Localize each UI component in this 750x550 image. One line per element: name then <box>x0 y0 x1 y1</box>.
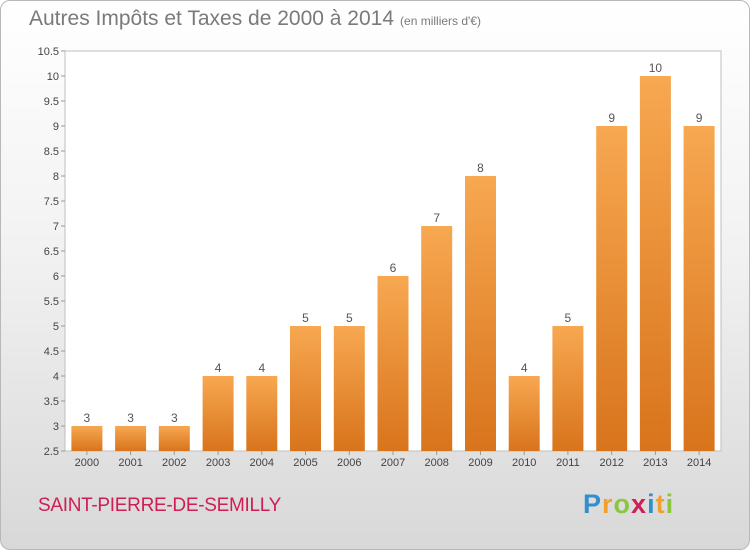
bar-2013 <box>639 76 671 451</box>
y-tick-label: 9 <box>53 121 59 133</box>
y-tick-label: 7 <box>53 221 59 233</box>
bar-2001 <box>115 426 147 451</box>
data-label-2006: 5 <box>346 311 353 325</box>
y-tick-label: 10 <box>47 71 59 83</box>
data-label-2000: 3 <box>84 411 91 425</box>
x-tick-2014: 2014 <box>687 457 711 469</box>
data-label-2001: 3 <box>127 411 134 425</box>
y-tick-label: 4 <box>53 371 59 383</box>
bar-2002 <box>158 426 190 451</box>
y-tick-label: 6.5 <box>44 246 59 258</box>
data-label-2002: 3 <box>171 411 178 425</box>
y-tick-label: 5 <box>53 321 59 333</box>
x-tick-2008: 2008 <box>424 457 448 469</box>
bar-2008 <box>421 226 453 451</box>
bar-2006 <box>333 326 365 451</box>
x-tick-2001: 2001 <box>118 457 142 469</box>
x-tick-2006: 2006 <box>337 457 361 469</box>
data-label-2007: 6 <box>390 261 397 275</box>
x-tick-2007: 2007 <box>381 457 405 469</box>
x-tick-2009: 2009 <box>468 457 492 469</box>
y-tick-label: 7.5 <box>44 196 59 208</box>
x-tick-2005: 2005 <box>293 457 317 469</box>
y-tick-label: 8.5 <box>44 146 59 158</box>
bar-2003 <box>202 376 234 451</box>
data-label-2012: 9 <box>608 111 615 125</box>
bar-2010 <box>508 376 540 451</box>
proxiti-logo: Proxiti <box>583 489 675 519</box>
x-tick-2003: 2003 <box>206 457 230 469</box>
x-tick-2013: 2013 <box>643 457 667 469</box>
data-label-2008: 7 <box>433 211 440 225</box>
bar-2005 <box>290 326 321 451</box>
y-tick-label: 3.5 <box>44 396 59 408</box>
x-tick-2011: 2011 <box>556 457 580 469</box>
y-tick-label: 4.5 <box>44 346 59 358</box>
bar-2012 <box>596 126 628 451</box>
bar-2014 <box>683 126 715 451</box>
bar-2009 <box>465 176 496 451</box>
data-label-2010: 4 <box>521 361 528 375</box>
y-tick-label: 10.5 <box>38 46 59 58</box>
chart-title: Autres Impôts et Taxes de 2000 à 2014 (en… <box>29 7 481 31</box>
y-tick-label: 3 <box>53 421 59 433</box>
data-label-2014: 9 <box>696 111 703 125</box>
x-tick-2000: 2000 <box>75 457 99 469</box>
bar-2007 <box>377 276 409 451</box>
data-label-2003: 4 <box>215 361 222 375</box>
city-name: SAINT-PIERRE-DE-SEMILLY <box>38 495 281 516</box>
data-label-2009: 8 <box>477 161 484 175</box>
data-label-2005: 5 <box>302 311 309 325</box>
bar-2004 <box>246 376 278 451</box>
x-tick-2002: 2002 <box>162 457 186 469</box>
bar-2011 <box>552 326 584 451</box>
y-tick-label: 5.5 <box>44 296 59 308</box>
x-tick-2012: 2012 <box>599 457 623 469</box>
title-text: Autres Impôts et Taxes de 2000 à 2014 <box>29 7 395 30</box>
data-label-2004: 4 <box>258 361 265 375</box>
data-label-2011: 5 <box>565 311 572 325</box>
title-unit: (en milliers d'€) <box>400 14 482 28</box>
y-tick-label: 8 <box>53 171 59 183</box>
data-label-2013: 10 <box>649 61 663 75</box>
y-tick-label: 2.5 <box>44 446 59 458</box>
y-tick-label: 9.5 <box>44 96 59 108</box>
x-tick-2010: 2010 <box>512 457 536 469</box>
bar-2000 <box>71 426 103 451</box>
y-tick-label: 6 <box>53 271 59 283</box>
x-tick-2004: 2004 <box>250 457 274 469</box>
